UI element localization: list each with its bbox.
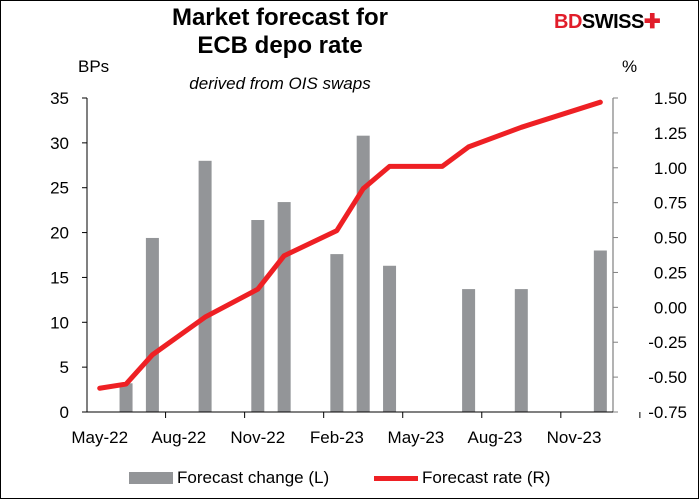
bar: [330, 254, 344, 412]
legend-swatch-line: [374, 475, 418, 481]
title-line-2: ECB depo rate: [197, 32, 363, 59]
left-axis-label: BPs: [78, 57, 110, 76]
logo-cross-icon: ✚: [643, 11, 661, 33]
left-tick-label: 30: [50, 134, 69, 153]
legend-label-line: Forecast rate (R): [422, 468, 551, 487]
bar: [251, 220, 265, 412]
left-tick-label: 0: [60, 403, 69, 422]
left-tick-label: 15: [50, 268, 69, 287]
right-tick-label: -0.50: [648, 368, 687, 387]
right-tick-label: -0.25: [648, 333, 687, 352]
title-line-1: Market forecast for: [171, 4, 389, 31]
right-tick-label: 0.75: [654, 194, 687, 213]
left-tick-label: 5: [60, 358, 69, 377]
logo-swiss: SWISS: [581, 11, 644, 33]
x-tick-label: Aug-23: [468, 428, 523, 447]
x-tick-label: Feb-23: [310, 428, 364, 447]
chart-title: Market forecast for ECB depo rate: [130, 4, 430, 60]
bar: [514, 289, 528, 412]
right-tick-label: 1.50: [654, 89, 687, 108]
logo-bd: BD: [554, 11, 582, 33]
right-tick-label: 0.25: [654, 263, 687, 282]
right-tick-label: 0.00: [654, 298, 687, 317]
x-tick-label: May-22: [71, 428, 128, 447]
x-tick-label: Nov-22: [230, 428, 285, 447]
bar: [119, 383, 133, 412]
left-tick-label: 10: [50, 313, 69, 332]
bdswiss-logo: BDSWISS✚: [554, 9, 661, 34]
bar: [462, 289, 476, 412]
x-tick-label: May-23: [388, 428, 445, 447]
legend-swatch-bar: [129, 472, 173, 484]
right-tick-label: 0.50: [654, 229, 687, 248]
x-tick-label: Aug-22: [151, 428, 206, 447]
legend-item-bars: Forecast change (L): [129, 468, 329, 488]
bar: [383, 265, 397, 412]
legend-item-line: Forecast rate (R): [374, 468, 550, 488]
bar: [356, 135, 370, 412]
bar: [198, 160, 212, 412]
right-tick-label: 1.00: [654, 159, 687, 178]
legend-label-bars: Forecast change (L): [177, 468, 330, 487]
bar: [145, 237, 159, 412]
chart-subtitle: derived from OIS swaps: [189, 74, 371, 93]
right-tick-label: -0.75: [648, 403, 687, 422]
left-tick-label: 20: [50, 224, 69, 243]
bar: [277, 202, 291, 412]
x-tick-label: Nov-23: [547, 428, 602, 447]
right-axis-label: %: [622, 57, 638, 76]
bar: [593, 250, 607, 412]
right-tick-label: 1.25: [654, 124, 687, 143]
left-tick-label: 25: [50, 179, 69, 198]
left-tick-label: 35: [50, 89, 69, 108]
